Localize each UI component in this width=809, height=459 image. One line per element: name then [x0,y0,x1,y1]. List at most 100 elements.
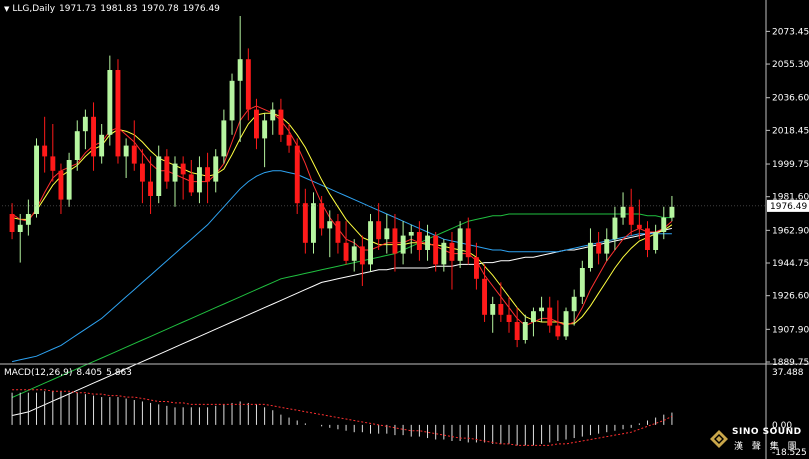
candle-body [131,145,137,164]
candle-body [25,214,31,225]
high-value: 1981.83 [100,4,138,14]
candle-body [245,59,251,110]
diamond-logo-icon [710,430,728,448]
candle-body [588,242,593,268]
candle-body [636,224,642,229]
candle-body [294,145,300,204]
ma-yellow-line [11,112,673,325]
candle-body [669,206,675,218]
candle-body [237,59,243,81]
chart-header: ▼ LLG,Daily 1971.73 1981.83 1970.78 1976.49 [4,4,224,14]
candle-body [82,116,88,132]
candle-body [498,304,504,315]
candle-body [531,311,536,322]
price-tick-label: 2018.45 [772,126,809,136]
candle-body [661,217,667,232]
macd-signal-value: 5.863 [106,368,132,378]
price-tick-label: 1981.60 [772,193,809,203]
candle-body [205,167,210,182]
candle-body [172,163,178,182]
candle-body [74,131,80,160]
candle-body [384,228,390,240]
candle-body [441,242,447,265]
candle-body [50,156,56,171]
collapse-triangle-icon[interactable]: ▼ [4,5,10,13]
candle-body [628,206,634,225]
macd-tick-label: -18.525 [772,448,807,458]
candle-body [604,239,610,254]
candle-body [612,217,618,240]
candle-body [514,322,520,340]
candle-body [91,116,96,157]
candle-body [229,80,235,121]
candle-body [579,268,585,297]
sino-sound-logo: SINO SOUND 漢 聲 集 團 [710,426,805,454]
candle-body [482,278,487,315]
candle-body [425,235,430,250]
candle-body [197,167,202,193]
candle-body [351,246,357,261]
candle-body [400,235,406,254]
candle-body [343,242,349,261]
candle-body [645,228,650,250]
candle-body [563,311,569,337]
candle-body [221,120,227,157]
candle-body [571,296,577,312]
price-tick-label: 1926.60 [772,292,809,302]
macd-tick-label: 0.00 [772,421,792,431]
open-value: 1971.73 [59,4,97,14]
candle-body [522,322,528,340]
candle-body [319,203,325,229]
candle-body [555,325,561,337]
candle-body [359,246,365,265]
price-tick-label: 1962.90 [772,226,809,236]
close-value: 1976.49 [182,4,220,14]
candle-body [449,242,455,261]
price-tick-label: 1999.75 [772,160,809,170]
candle-body [596,242,602,254]
candle-body [311,203,316,243]
candle-body [416,232,422,250]
candle-body [156,156,162,196]
candle-body [539,307,544,312]
macd-main-value: 8.405 [76,368,103,378]
macd-panel [11,389,673,446]
price-tick-label: 2055.30 [772,60,809,70]
candle-body [302,203,308,243]
ma-green-line [11,213,672,398]
ma-red-line [11,105,673,327]
price-tick-label: 1944.75 [772,259,809,269]
candle-body [254,109,259,139]
candle-body [490,304,496,315]
candle-body [42,145,48,157]
candle-body [9,214,15,232]
candle-body [457,228,463,261]
candle-body [335,221,341,243]
candle-body [278,109,284,135]
price-tick-label: 2036.60 [772,94,809,104]
price-tick-label: 2073.45 [772,27,809,37]
candle-body [270,109,276,121]
candle-body [58,170,64,200]
logo-text-cn: 漢 聲 集 團 [734,442,800,452]
low-value: 1970.78 [141,4,179,14]
macd-header: MACD(12,26,9) 8.405 5.863 [4,368,136,378]
candle-body [506,314,512,322]
candle-body [368,221,373,265]
candle-body [115,70,121,157]
candle-body [474,257,479,279]
macd-label: MACD(12,26,9) [4,368,73,378]
candle-body [547,307,553,326]
macd-signal-line [12,389,673,446]
candle-body [327,221,333,229]
candle-body [408,232,414,236]
candle-body [99,134,105,157]
candle-body [123,145,129,157]
current-price-label: 1976.49 [770,202,807,212]
price-tick-label: 1889.75 [772,358,809,368]
candle-body [164,156,170,182]
candle-body [620,206,626,218]
candle-body [392,228,398,254]
